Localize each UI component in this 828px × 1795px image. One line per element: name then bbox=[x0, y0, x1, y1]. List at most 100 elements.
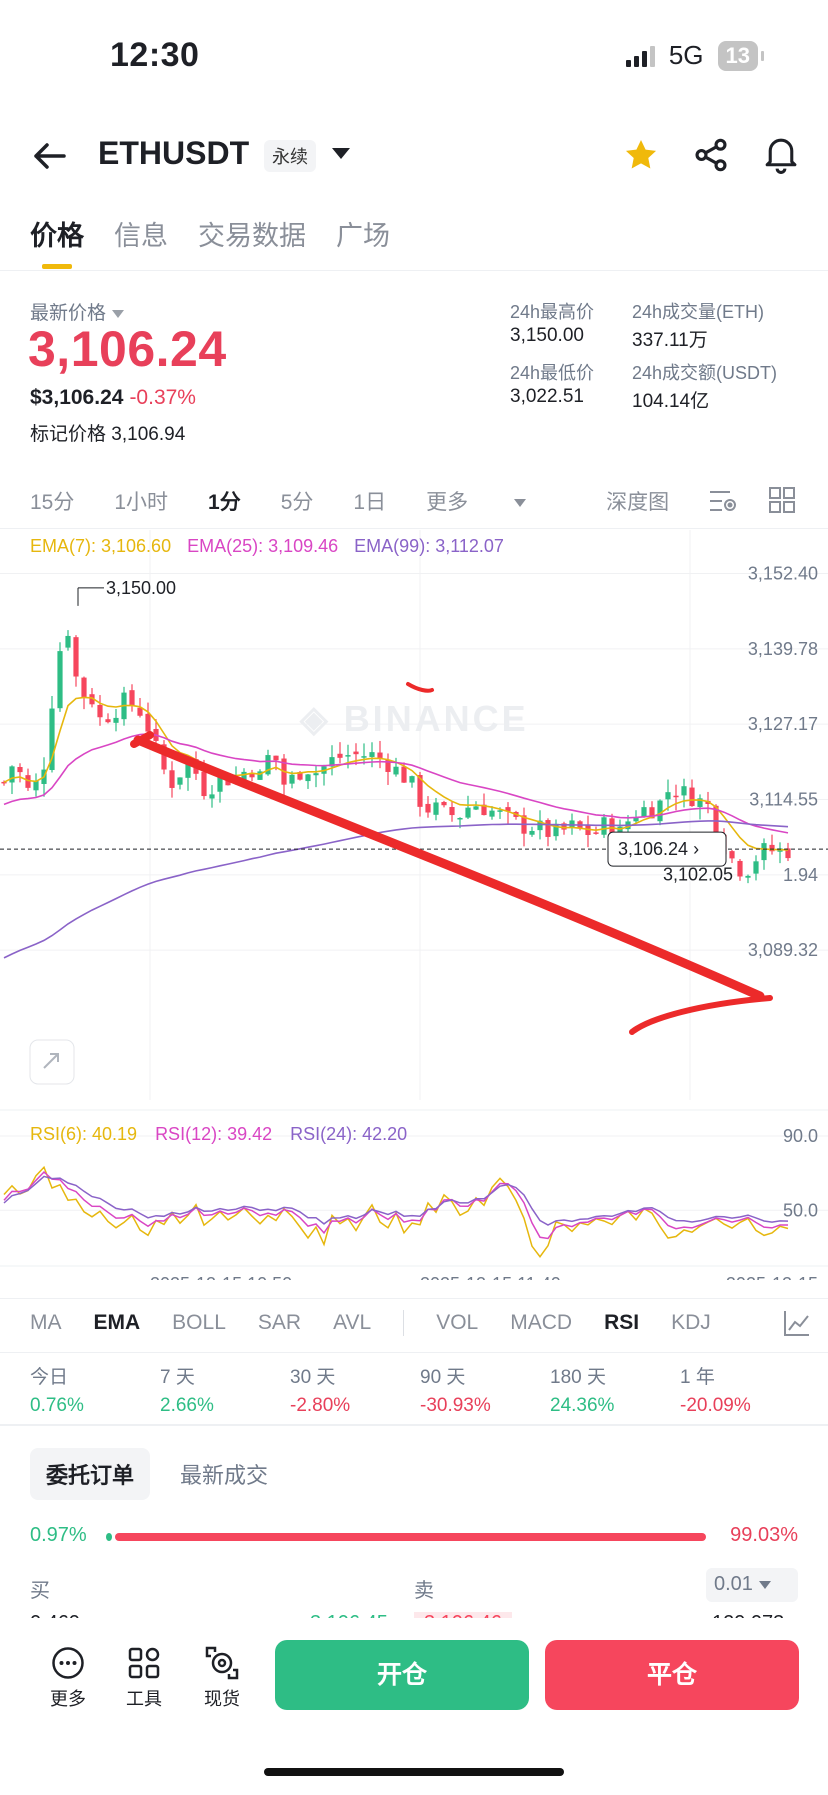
buy-sell-ratio-bar bbox=[106, 1533, 706, 1541]
tab-trading-data[interactable]: 交易数据 bbox=[198, 221, 306, 251]
price-change: -0.37% bbox=[129, 386, 196, 409]
tabs-divider bbox=[0, 270, 828, 271]
tab-order-book[interactable]: 委托订单 bbox=[30, 1448, 151, 1500]
reset-zoom-button bbox=[29, 1039, 75, 1085]
back-button[interactable] bbox=[30, 128, 70, 184]
candle-body bbox=[457, 817, 463, 820]
y-axis-tick: 3,089.32 bbox=[748, 940, 818, 960]
ema-legend: EMA(7): 3,106.60 EMA(25): 3,109.46 EMA(9… bbox=[30, 536, 504, 557]
precision-select[interactable]: 0.01 bbox=[706, 1568, 798, 1602]
tools-grid-icon bbox=[128, 1647, 160, 1679]
candle-body bbox=[489, 810, 495, 817]
perf-180d: 180 天 24.36% bbox=[550, 1362, 680, 1417]
tab-square[interactable]: 广场 bbox=[336, 221, 390, 251]
y-axis-tick: 3,114.55 bbox=[749, 790, 818, 810]
tools-button[interactable]: 工具 bbox=[120, 1646, 168, 1711]
interval-1d[interactable]: 1日 bbox=[353, 491, 387, 514]
low-annotation-stroke bbox=[629, 995, 773, 1035]
candle-body bbox=[137, 707, 143, 716]
low-marker-label: 3,102.05 bbox=[663, 864, 733, 884]
interval-1h[interactable]: 1小时 bbox=[114, 491, 169, 514]
pair-title[interactable]: ETHUSDT bbox=[98, 135, 250, 171]
indicator-rsi[interactable]: RSI bbox=[604, 1311, 640, 1334]
candle-body bbox=[89, 694, 95, 705]
high-24h-value: 3,150.00 bbox=[510, 325, 584, 346]
time-axis-label: 2025-12-15 11:40 bbox=[420, 1274, 561, 1280]
favorite-star-icon[interactable] bbox=[622, 136, 660, 179]
network-label: 5G bbox=[668, 40, 704, 70]
bell-icon[interactable] bbox=[762, 134, 800, 179]
indicator-boll[interactable]: BOLL bbox=[172, 1311, 226, 1334]
interval-selector: 15分 1小时 1分 5分 1日 更多 深度图 bbox=[30, 486, 709, 516]
indicator-ema[interactable]: EMA bbox=[93, 1311, 141, 1334]
spot-button[interactable]: 现货 bbox=[198, 1646, 246, 1711]
more-dots-icon bbox=[52, 1647, 84, 1679]
precision-caret-icon bbox=[758, 1580, 771, 1589]
indicator-avl[interactable]: AVL bbox=[333, 1311, 372, 1334]
last-price: 3,106.24 bbox=[28, 321, 227, 377]
more-button[interactable]: 更多 bbox=[44, 1646, 92, 1711]
candle-body bbox=[417, 774, 423, 807]
rsi12-legend: RSI(12): 39.42 bbox=[155, 1124, 273, 1144]
y-axis-tick: 3,139.78 bbox=[748, 639, 818, 659]
rsi24-legend: RSI(24): 42.20 bbox=[290, 1124, 408, 1144]
indicator-sar[interactable]: SAR bbox=[257, 1311, 302, 1334]
candle-body bbox=[305, 774, 311, 782]
share-icon[interactable] bbox=[692, 136, 730, 179]
ema7-legend: EMA(7): 3,106.60 bbox=[30, 536, 172, 556]
candle-body bbox=[649, 807, 655, 819]
indicator-kdj[interactable]: KDJ bbox=[671, 1311, 711, 1334]
candle-body bbox=[753, 861, 759, 874]
sell-ratio: 99.03% bbox=[730, 1524, 798, 1546]
signal-icon bbox=[625, 45, 655, 67]
interval-5m[interactable]: 5分 bbox=[280, 491, 314, 514]
candle-body bbox=[25, 775, 31, 788]
candle-body bbox=[297, 772, 303, 780]
indicator-bottom-divider bbox=[0, 1352, 828, 1353]
interval-more[interactable]: 更多 bbox=[426, 486, 566, 516]
interval-1m[interactable]: 1分 bbox=[208, 491, 241, 514]
trend-annotation-line bbox=[133, 735, 765, 1001]
indicator-ma[interactable]: MA bbox=[30, 1311, 62, 1334]
candle-body bbox=[209, 794, 215, 799]
candle-body bbox=[537, 820, 543, 831]
candle-body bbox=[529, 830, 535, 835]
indicator-chart-icon[interactable] bbox=[782, 1308, 812, 1343]
tab-info[interactable]: 信息 bbox=[114, 221, 168, 251]
tab-recent-trades[interactable]: 最新成交 bbox=[180, 1463, 269, 1488]
binance-watermark: ◈ BINANCE bbox=[299, 698, 529, 739]
low-24h-value: 3,022.51 bbox=[510, 386, 584, 407]
candle-body bbox=[361, 756, 367, 758]
indicator-top-divider bbox=[0, 1298, 828, 1299]
latest-price-label-text: 最新价格 bbox=[30, 303, 107, 324]
tab-price[interactable]: 价格 bbox=[30, 214, 84, 269]
candle-body bbox=[785, 848, 791, 859]
latest-price-caret-icon bbox=[112, 309, 125, 318]
candle-body bbox=[201, 771, 207, 797]
chart-settings-icon[interactable] bbox=[708, 488, 738, 519]
high-marker-label: 3,150.00 bbox=[106, 578, 176, 598]
candle-body bbox=[729, 851, 735, 859]
candle-body bbox=[449, 807, 455, 816]
pair-dropdown-icon[interactable] bbox=[332, 148, 350, 159]
candle-body bbox=[481, 804, 487, 816]
candle-body bbox=[665, 792, 671, 800]
indicator-macd[interactable]: MACD bbox=[510, 1311, 573, 1334]
sell-ratio-fill bbox=[115, 1533, 706, 1541]
status-time: 12:30 bbox=[110, 36, 200, 74]
depth-chart-tab[interactable]: 深度图 bbox=[606, 491, 670, 514]
indicator-vol[interactable]: VOL bbox=[436, 1311, 479, 1334]
candlestick-chart[interactable]: ◈ BINANCE 3,150.00 3,106.24 › 3,102.05 3,152… bbox=[0, 530, 828, 1280]
candle-body bbox=[673, 795, 679, 798]
candle-body bbox=[73, 637, 79, 677]
perf-value: 0.76% bbox=[30, 1395, 84, 1416]
interval-15m[interactable]: 15分 bbox=[30, 491, 75, 514]
candle-body bbox=[33, 780, 39, 791]
order-book-tabs: 委托订单 最新成交 bbox=[30, 1448, 268, 1500]
close-position-button[interactable]: 平仓 bbox=[545, 1640, 799, 1710]
layout-grid-icon[interactable] bbox=[768, 486, 796, 519]
rsi-legend: RSI(6): 40.19 RSI(12): 39.42 RSI(24): 42… bbox=[30, 1124, 407, 1145]
open-position-button[interactable]: 开仓 bbox=[275, 1640, 529, 1710]
performance-row: 今日 0.76% 7 天 2.66% 30 天 -2.80% 90 天 -30.93% … bbox=[30, 1362, 810, 1417]
latest-price-label[interactable]: 最新价格 bbox=[30, 298, 125, 325]
